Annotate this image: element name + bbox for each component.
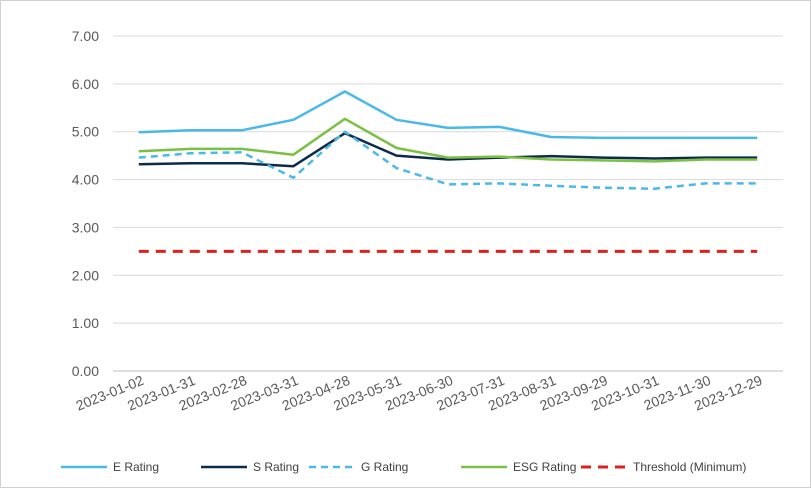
y-tick-label: 2.00 — [72, 267, 99, 283]
legend-label: E Rating — [113, 460, 159, 474]
legend-label: ESG Rating — [513, 460, 576, 474]
series-lines — [138, 90, 758, 253]
gridlines — [113, 35, 783, 372]
y-tick-label: 7.00 — [72, 28, 99, 44]
y-tick-label: 1.00 — [72, 315, 99, 331]
series-line-s-rating — [138, 131, 758, 168]
legend-label: S Rating — [253, 460, 299, 474]
legend: E Rating S Rating G Rating ESG Rating Thresh… — [61, 460, 746, 474]
axes: 0.001.002.003.004.005.006.007.002023-01-… — [72, 28, 783, 414]
y-tick-label: 4.00 — [72, 172, 99, 188]
series-line-e-rating — [138, 90, 758, 140]
y-tick-label: 5.00 — [72, 124, 99, 140]
series-line-esg-rating — [138, 117, 758, 163]
legend-label: G Rating — [361, 460, 408, 474]
legend-label: Threshold (Minimum) — [633, 460, 746, 474]
y-tick-label: 6.00 — [72, 76, 99, 92]
y-tick-label: 3.00 — [72, 219, 99, 235]
y-tick-label: 0.00 — [72, 363, 99, 379]
series-line-g-rating — [138, 130, 758, 190]
